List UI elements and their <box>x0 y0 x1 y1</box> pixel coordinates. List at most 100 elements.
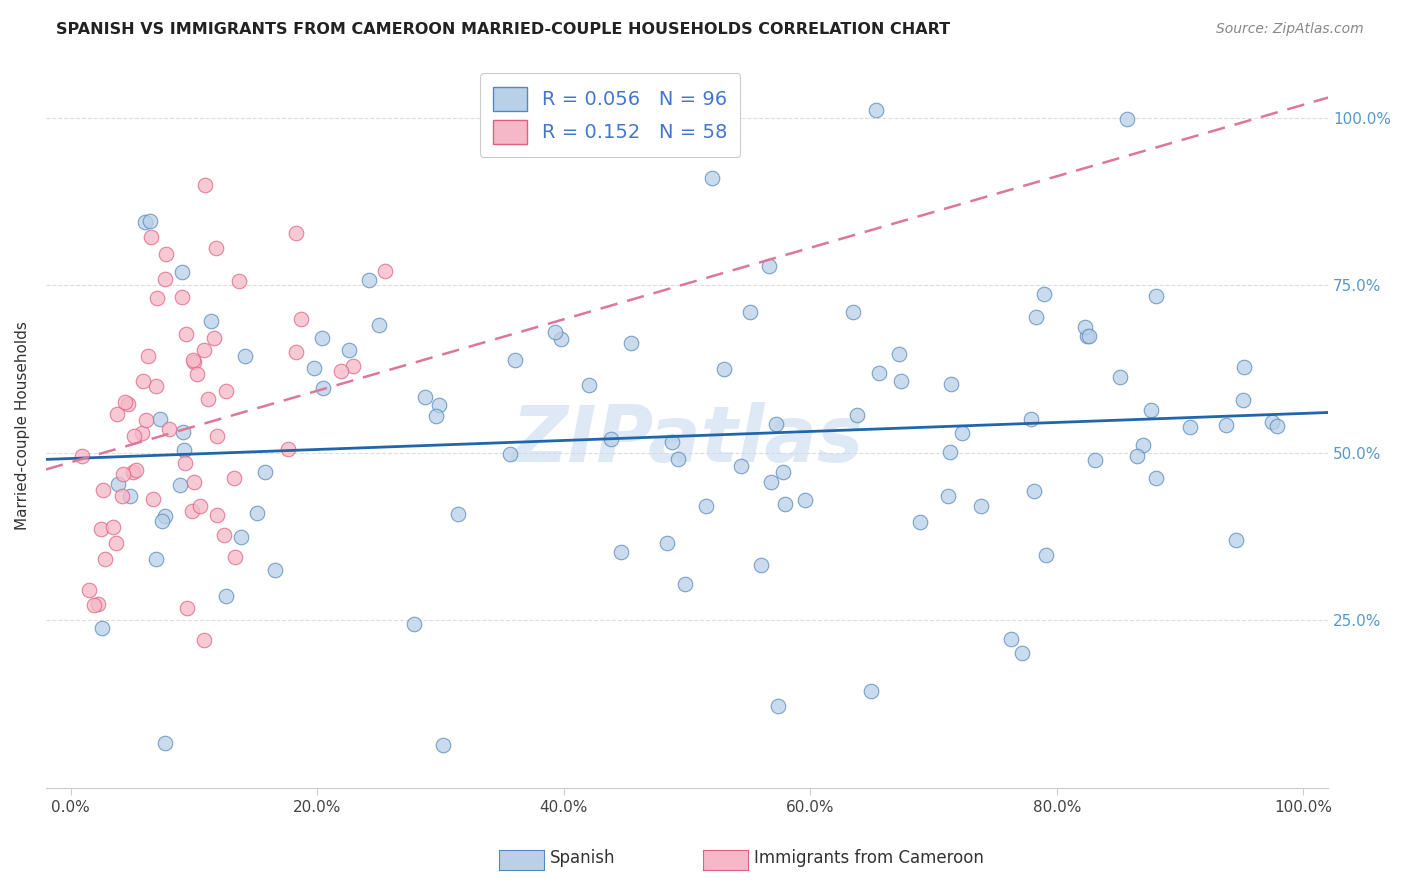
Point <box>1233 360 1256 375</box>
Text: Immigrants from Cameroon: Immigrants from Cameroon <box>754 849 983 867</box>
Point <box>215 384 238 399</box>
Point <box>865 103 887 118</box>
Point <box>661 434 683 449</box>
Point <box>1011 646 1033 660</box>
Point <box>1215 417 1237 432</box>
Legend: R = 0.056   N = 96, R = 0.152   N = 58: R = 0.056 N = 96, R = 0.152 N = 58 <box>479 73 741 157</box>
Point <box>173 443 195 458</box>
Point <box>124 428 146 442</box>
Point <box>342 359 364 374</box>
Point <box>620 335 643 350</box>
Point <box>1022 483 1045 498</box>
Point <box>83 598 105 612</box>
Point <box>228 274 250 288</box>
Point <box>1074 320 1097 334</box>
Point <box>285 226 308 240</box>
Point <box>432 739 454 753</box>
Point <box>214 528 236 542</box>
Point <box>186 368 208 382</box>
Point <box>215 589 238 603</box>
Point <box>146 291 169 305</box>
Point <box>402 617 425 632</box>
Point <box>90 621 112 635</box>
Point <box>1025 310 1047 324</box>
Point <box>94 551 117 566</box>
Point <box>761 475 783 489</box>
Point <box>772 465 794 479</box>
Point <box>700 171 723 186</box>
Point <box>1132 438 1154 452</box>
Point <box>668 452 690 467</box>
Point <box>939 445 962 459</box>
Point <box>155 246 177 260</box>
Point <box>149 412 172 426</box>
Point <box>173 456 195 470</box>
Point <box>176 326 198 341</box>
Point <box>1178 419 1201 434</box>
Point <box>111 467 134 482</box>
Point <box>330 364 353 378</box>
Point <box>1261 415 1284 429</box>
Point <box>768 699 790 714</box>
Point <box>738 304 761 318</box>
Point <box>224 471 246 485</box>
Point <box>695 499 717 513</box>
Point <box>169 477 191 491</box>
Point <box>114 394 136 409</box>
Point <box>1115 112 1137 126</box>
Point <box>183 475 205 490</box>
Text: Spanish: Spanish <box>550 849 616 867</box>
Point <box>200 314 222 328</box>
Point <box>205 242 228 256</box>
Point <box>110 489 132 503</box>
Point <box>155 272 177 286</box>
Point <box>941 376 963 391</box>
Point <box>188 499 211 513</box>
Point <box>138 214 160 228</box>
Point <box>141 230 163 244</box>
Point <box>447 507 470 521</box>
Point <box>172 265 194 279</box>
Point <box>181 353 204 368</box>
Point <box>425 409 447 423</box>
Point <box>846 409 869 423</box>
Point <box>290 311 312 326</box>
Point <box>312 381 335 395</box>
Point <box>135 412 157 426</box>
Point <box>1109 370 1132 384</box>
Point <box>1078 329 1101 343</box>
Point <box>103 520 125 534</box>
Point <box>87 597 110 611</box>
Point <box>713 362 735 376</box>
Point <box>908 515 931 529</box>
Point <box>773 497 796 511</box>
Point <box>107 407 129 421</box>
Point <box>125 463 148 477</box>
Point <box>1076 329 1098 343</box>
Point <box>842 305 865 319</box>
Point <box>1000 632 1022 646</box>
Point <box>609 545 631 559</box>
Point <box>657 536 679 550</box>
Point <box>229 530 252 544</box>
Point <box>1084 453 1107 467</box>
Point <box>131 426 153 441</box>
Point <box>142 492 165 507</box>
Text: ZIPatlas: ZIPatlas <box>510 402 863 478</box>
Point <box>77 582 100 597</box>
Point <box>205 429 228 443</box>
Point <box>246 507 269 521</box>
Point <box>204 331 226 345</box>
Point <box>183 354 205 368</box>
Point <box>1033 287 1056 301</box>
Point <box>254 466 277 480</box>
Point <box>264 563 287 577</box>
Point <box>890 375 912 389</box>
Point <box>122 466 145 480</box>
Point <box>1144 288 1167 302</box>
Point <box>105 536 128 550</box>
Point <box>194 178 217 192</box>
Point <box>90 522 112 536</box>
Point <box>1232 392 1254 407</box>
Point <box>578 377 600 392</box>
